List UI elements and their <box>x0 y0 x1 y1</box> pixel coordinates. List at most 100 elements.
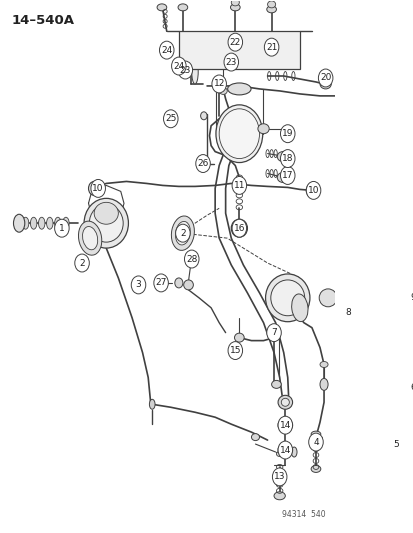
Text: 14: 14 <box>279 446 290 455</box>
Ellipse shape <box>231 219 247 237</box>
Ellipse shape <box>38 217 45 229</box>
Ellipse shape <box>14 214 25 232</box>
Ellipse shape <box>84 198 128 248</box>
Text: 28: 28 <box>185 255 197 263</box>
Ellipse shape <box>278 418 292 432</box>
Ellipse shape <box>319 361 327 367</box>
Circle shape <box>184 250 199 268</box>
Text: 19: 19 <box>281 129 293 138</box>
Circle shape <box>211 75 226 93</box>
Ellipse shape <box>230 4 240 11</box>
Circle shape <box>308 433 323 451</box>
Ellipse shape <box>227 83 250 95</box>
Circle shape <box>318 69 332 87</box>
Ellipse shape <box>271 381 280 389</box>
Text: 14: 14 <box>279 421 290 430</box>
Circle shape <box>75 254 89 272</box>
FancyBboxPatch shape <box>178 31 299 69</box>
Text: 18: 18 <box>281 154 293 163</box>
Text: 27: 27 <box>155 278 166 287</box>
Circle shape <box>405 378 413 397</box>
Text: 16: 16 <box>233 224 244 233</box>
Text: 2: 2 <box>180 229 185 238</box>
Text: 7: 7 <box>271 328 276 337</box>
Ellipse shape <box>306 183 317 197</box>
Text: 1: 1 <box>59 224 64 233</box>
Ellipse shape <box>171 216 194 251</box>
Ellipse shape <box>234 223 244 233</box>
Circle shape <box>91 180 105 197</box>
Circle shape <box>340 304 355 322</box>
Text: 15: 15 <box>229 346 240 355</box>
Ellipse shape <box>311 431 320 437</box>
Text: 22: 22 <box>229 38 240 47</box>
Text: 23: 23 <box>179 66 190 75</box>
Ellipse shape <box>291 447 296 457</box>
Text: 23: 23 <box>225 58 236 67</box>
Text: 2: 2 <box>79 259 85 268</box>
Text: 11: 11 <box>233 181 244 190</box>
Ellipse shape <box>266 6 276 13</box>
Circle shape <box>405 289 413 307</box>
Ellipse shape <box>291 294 307 321</box>
Circle shape <box>266 324 280 342</box>
Ellipse shape <box>88 181 100 196</box>
Circle shape <box>159 41 173 59</box>
Circle shape <box>280 150 294 167</box>
Ellipse shape <box>234 333 244 342</box>
Ellipse shape <box>277 151 288 161</box>
Text: 21: 21 <box>265 43 277 52</box>
Ellipse shape <box>280 446 289 454</box>
Text: 3: 3 <box>135 280 141 289</box>
Ellipse shape <box>174 278 183 288</box>
Circle shape <box>55 219 69 237</box>
Circle shape <box>306 181 320 199</box>
Ellipse shape <box>277 173 288 182</box>
Ellipse shape <box>251 434 259 441</box>
Ellipse shape <box>183 280 193 290</box>
Circle shape <box>280 166 294 184</box>
Ellipse shape <box>218 87 227 94</box>
Ellipse shape <box>273 492 285 500</box>
Ellipse shape <box>200 112 206 120</box>
Text: 9: 9 <box>409 293 413 302</box>
Text: 24: 24 <box>173 61 184 70</box>
Ellipse shape <box>216 105 262 163</box>
Ellipse shape <box>22 217 29 229</box>
Ellipse shape <box>191 60 198 84</box>
Ellipse shape <box>46 217 53 229</box>
Ellipse shape <box>278 395 292 409</box>
Circle shape <box>278 441 292 459</box>
Text: 12: 12 <box>213 79 224 88</box>
Ellipse shape <box>149 399 155 409</box>
Ellipse shape <box>318 289 336 307</box>
Ellipse shape <box>265 274 309 322</box>
Circle shape <box>195 155 210 173</box>
Ellipse shape <box>55 217 61 229</box>
Text: 10: 10 <box>92 184 104 193</box>
Ellipse shape <box>319 378 327 390</box>
Text: 6: 6 <box>409 383 413 392</box>
Ellipse shape <box>30 217 37 229</box>
Text: 4: 4 <box>312 438 318 447</box>
Ellipse shape <box>157 4 166 11</box>
Text: 24: 24 <box>161 46 172 55</box>
Text: 17: 17 <box>281 171 293 180</box>
Ellipse shape <box>280 398 289 406</box>
Ellipse shape <box>270 280 304 316</box>
Ellipse shape <box>187 255 195 263</box>
Circle shape <box>228 342 242 360</box>
Ellipse shape <box>62 217 69 229</box>
Circle shape <box>228 33 242 51</box>
Text: 8: 8 <box>344 308 350 317</box>
Ellipse shape <box>175 221 190 245</box>
Text: 20: 20 <box>319 74 330 83</box>
Circle shape <box>223 53 238 71</box>
Ellipse shape <box>78 221 102 255</box>
Text: 5: 5 <box>393 440 399 449</box>
Ellipse shape <box>311 465 320 472</box>
Circle shape <box>278 416 292 434</box>
Circle shape <box>171 57 186 75</box>
Circle shape <box>264 38 278 56</box>
Ellipse shape <box>231 0 239 6</box>
